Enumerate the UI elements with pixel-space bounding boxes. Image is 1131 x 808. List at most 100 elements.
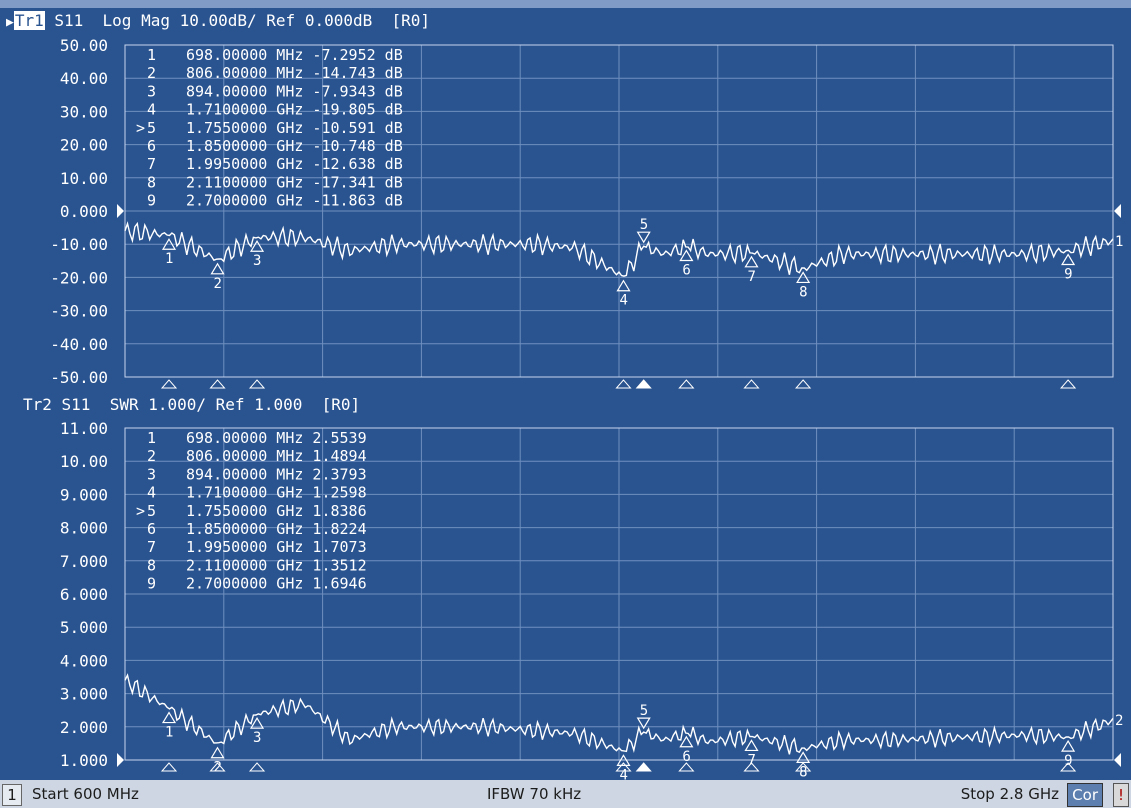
marker-8-label: 8 (799, 764, 807, 780)
marker-5-label: 5 (640, 703, 648, 719)
marker-2-position-indicator (209, 379, 226, 389)
reference-left-arrow (117, 753, 124, 767)
marker-3-symbol (249, 240, 265, 252)
marker-3-symbol (249, 717, 265, 729)
marker-2-label: 2 (214, 276, 222, 292)
plot-frame (124, 427, 1114, 761)
y-tick-label: 9.000 (60, 485, 108, 504)
trace1-plot: 50.00 40.00 30.00 20.00 10.00 0.000 -10.00 -20.… (50, 36, 1123, 389)
marker-1-position-indicator (160, 762, 178, 772)
marker-7-position-indicator (743, 379, 760, 389)
marker-readout-value: 1.7550000 GHz 1.8386 (186, 502, 367, 520)
marker-readout-id: 7 (147, 155, 156, 173)
y-tick-label: 11.00 (60, 419, 108, 438)
trace2-header[interactable]: Tr2 S11 SWR 1.000/ Ref 1.000 [R0] (23, 395, 360, 415)
trace-end-label: 1 (1115, 234, 1123, 250)
reference-right-arrow (1114, 753, 1121, 767)
y-tick-label: 8.000 (60, 519, 108, 538)
trace2-line (124, 673, 1114, 755)
marker-7-label: 7 (747, 752, 755, 768)
marker-7-position-indicator (743, 762, 760, 772)
y-tick-label: 6.000 (60, 585, 108, 604)
trace1-header[interactable]: ▶Tr1 S11 Log Mag 10.00dB/ Ref 0.000dB [R… (6, 11, 431, 30)
trace2-header-text: Tr2 S11 SWR 1.000/ Ref 1.000 [R0] (23, 395, 361, 414)
marker-6-label: 6 (682, 749, 690, 765)
marker-9-symbol (1061, 739, 1076, 752)
trace1-id[interactable]: Tr1 (13, 11, 45, 30)
y-tick-label: -40.00 (50, 335, 108, 354)
marker-2-label: 2 (214, 760, 222, 776)
marker-9-position-indicator (1059, 379, 1077, 389)
marker-readout-id: 9 (147, 575, 156, 593)
marker-readout-id: 5 (147, 119, 156, 137)
start-frequency[interactable]: Start 600 MHz (32, 785, 139, 803)
marker-readout-id: 4 (147, 484, 156, 502)
marker-readout-value: 894.00000 MHz 2.3793 (186, 465, 367, 483)
marker-6-label: 6 (682, 263, 690, 279)
correction-indicator[interactable]: Cor (1067, 783, 1103, 807)
y-tick-label: -50.00 (50, 368, 108, 387)
marker-readout-id: 2 (147, 447, 156, 465)
marker-3-position-indicator (248, 379, 266, 389)
y-tick-label: 3.000 (60, 685, 108, 704)
marker-readout-value: 698.00000 MHz -7.2952 dB (186, 46, 403, 64)
marker-readout-value: 806.00000 MHz 1.4894 (186, 447, 367, 465)
marker-8-label: 8 (799, 284, 807, 300)
marker-2-position-indicator (209, 762, 226, 772)
y-tick-label: 1.000 (60, 751, 108, 770)
marker-readout-id: 2 (147, 64, 156, 82)
marker-1-label: 1 (165, 725, 173, 741)
marker-readout-id: 3 (147, 82, 156, 100)
y-tick-label: 0.000 (60, 202, 108, 221)
marker-readout-id: 6 (147, 520, 156, 538)
marker-3-position-indicator (248, 762, 266, 772)
marker-2-symbol (210, 262, 225, 275)
marker-readout-id: 5 (147, 502, 156, 520)
marker-readout-value: 1.7100000 GHz 1.2598 (186, 484, 367, 502)
marker-5-position-indicator (635, 379, 652, 389)
marker-readout-value: 1.8500000 GHz -10.748 dB (186, 137, 403, 155)
marker-5-label: 5 (640, 217, 648, 233)
marker-3-label: 3 (253, 253, 261, 269)
marker-5-position-indicator (635, 762, 652, 772)
marker-1-label: 1 (165, 251, 173, 267)
marker-8-symbol (796, 751, 811, 763)
marker-4-symbol (616, 754, 631, 766)
marker-4-label: 4 (619, 767, 627, 780)
channel-number[interactable]: 1 (2, 784, 22, 806)
window-title-strip (0, 0, 1131, 8)
marker-readout-value: 1.8500000 GHz 1.8224 (186, 520, 367, 538)
marker-1-symbol (161, 238, 177, 250)
plot-area[interactable]: 50.00 40.00 30.00 20.00 10.00 0.000 -10.00 -20.… (0, 0, 1131, 780)
marker-9-symbol (1061, 253, 1076, 266)
stop-frequency[interactable]: Stop 2.8 GHz (960, 785, 1059, 803)
marker-6-symbol (679, 735, 694, 748)
marker-6-position-indicator (678, 379, 695, 389)
marker-readout-value: 1.7550000 GHz -10.591 dB (186, 119, 403, 137)
y-tick-label: 5.000 (60, 618, 108, 637)
marker-readout-value: 1.9950000 GHz 1.7073 (186, 538, 367, 556)
y-tick-label: -30.00 (50, 302, 108, 321)
marker-readout-value: 894.00000 MHz -7.9343 dB (186, 82, 403, 100)
warning-indicator[interactable]: ! (1112, 783, 1129, 807)
marker-9-position-indicator (1059, 762, 1077, 772)
marker-readout-id: 8 (147, 173, 156, 191)
y-tick-label: -10.00 (50, 235, 108, 254)
trace2-plot: 11.00 10.00 9.000 8.000 7.000 6.000 5.000 4.000… (60, 419, 1124, 780)
marker-7-symbol (744, 739, 759, 752)
y-tick-label: 10.00 (60, 452, 108, 471)
marker-8-symbol (796, 271, 811, 284)
marker-readout-value: 2.1100000 GHz 1.3512 (186, 556, 367, 574)
marker-1-symbol (161, 711, 177, 724)
trace1-header-text: S11 Log Mag 10.00dB/ Ref 0.000dB [R0] (44, 11, 431, 30)
marker-readout-id: 4 (147, 101, 156, 119)
y-tick-label: 10.00 (60, 169, 108, 188)
y-tick-label: 30.00 (60, 102, 108, 121)
trace-end-label: 2 (1115, 713, 1123, 729)
plot-frame (124, 44, 1114, 378)
marker-readout-value: 698.00000 MHz 2.5539 (186, 429, 367, 447)
marker-9-label: 9 (1064, 753, 1072, 769)
marker-1-position-indicator (160, 379, 178, 389)
marker-9-label: 9 (1064, 267, 1072, 283)
ifbw-readout[interactable]: IFBW 70 kHz (487, 785, 582, 803)
